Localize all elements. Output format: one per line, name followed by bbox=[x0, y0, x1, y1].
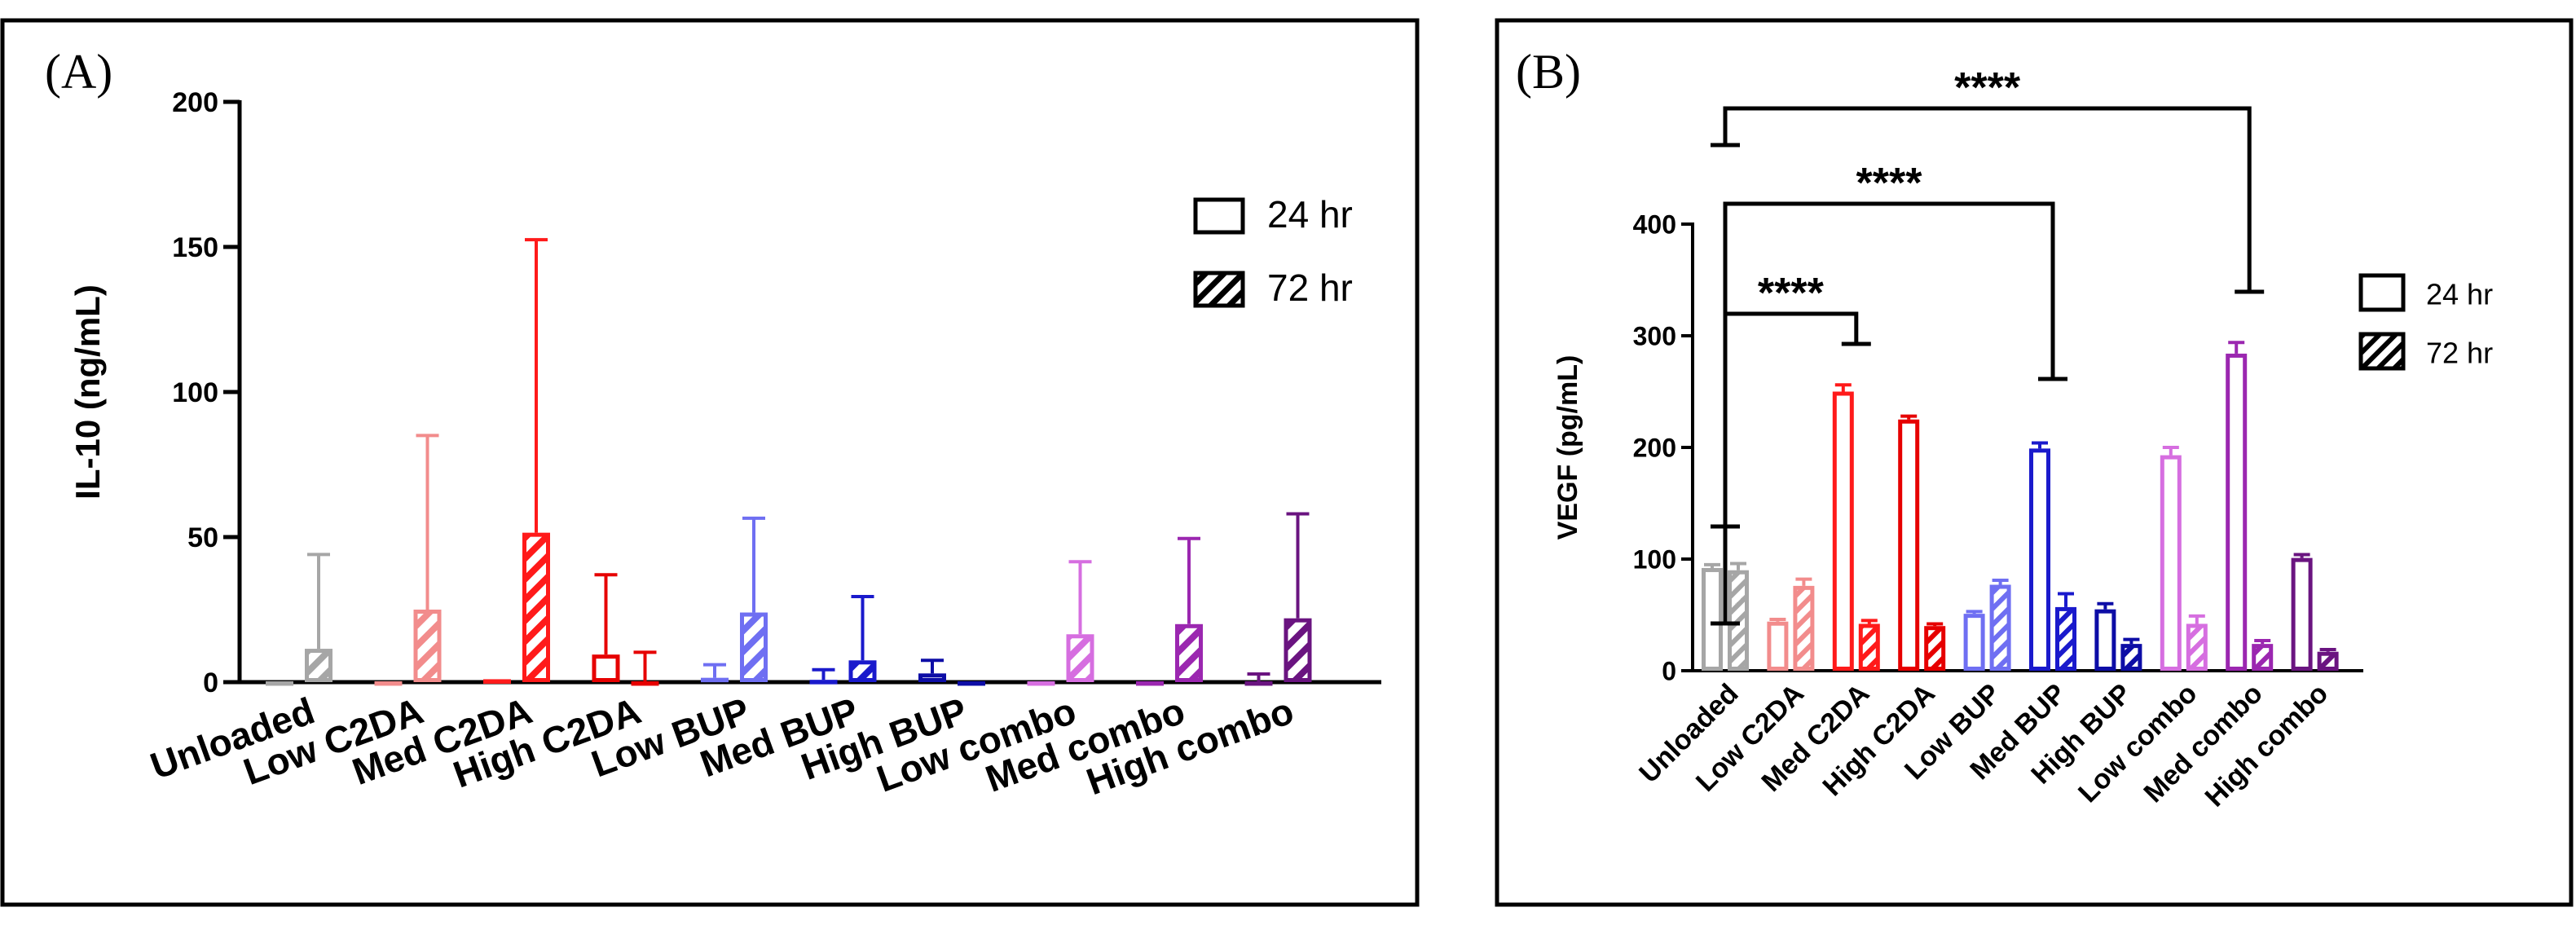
bar-24hr-med-combo bbox=[1136, 681, 1164, 686]
y-tick-label: 150 bbox=[172, 232, 218, 263]
panel-a-label: (A) bbox=[45, 45, 112, 99]
bar-72hr-med-c2da bbox=[1858, 623, 1880, 672]
bar-72hr-low-combo bbox=[2186, 623, 2208, 672]
legend-swatch-24hr bbox=[2358, 273, 2406, 312]
panel-a-frame bbox=[0, 18, 1420, 907]
bar-72hr-high-bup bbox=[2120, 644, 2142, 671]
y-tick-label: 100 bbox=[172, 377, 218, 408]
bar-72hr-med-bup bbox=[848, 660, 877, 682]
significance-label: **** bbox=[1954, 64, 2021, 112]
bar-24hr-med-bup bbox=[2029, 448, 2050, 671]
bar-72hr-high-c2da bbox=[631, 681, 659, 686]
bar-72hr-low-c2da bbox=[413, 610, 442, 682]
legend-label-24hr: 24 hr bbox=[1267, 193, 1353, 236]
significance-label: **** bbox=[1758, 270, 1825, 317]
y-tick-label: 300 bbox=[1633, 322, 1676, 351]
bar-24hr-high-combo bbox=[2291, 557, 2313, 671]
bar-24hr-low-combo bbox=[2160, 455, 2182, 672]
y-tick-label: 100 bbox=[1633, 545, 1676, 575]
bar-24hr-unloaded bbox=[266, 681, 293, 686]
y-tick-label: 50 bbox=[187, 522, 218, 553]
bar-72hr-low-bup bbox=[740, 612, 768, 682]
bar-24hr-low-bup bbox=[701, 677, 729, 683]
bar-72hr-med-combo bbox=[1175, 623, 1203, 682]
y-tick-label: 200 bbox=[172, 87, 218, 118]
bar-72hr-unloaded bbox=[1728, 570, 1749, 672]
bar-24hr-high-bup bbox=[2094, 609, 2116, 672]
bar-72hr-low-bup bbox=[1989, 584, 2011, 672]
bar-24hr-low-c2da bbox=[374, 681, 403, 686]
bar-72hr-high-combo bbox=[1284, 618, 1312, 682]
bar-72hr-high-bup bbox=[958, 681, 985, 686]
bar-24hr-low-c2da bbox=[1767, 621, 1789, 671]
bar-24hr-med-combo bbox=[2226, 353, 2248, 671]
bar-24hr-high-combo bbox=[1244, 681, 1273, 686]
legend-swatch-72hr bbox=[1193, 271, 1245, 308]
bar-72hr-high-c2da bbox=[1924, 626, 1946, 672]
legend-swatch-24hr bbox=[1193, 197, 1245, 235]
y-tick-label: 200 bbox=[1633, 434, 1676, 463]
y-tick-label: 0 bbox=[203, 667, 218, 698]
legend-label-72hr: 72 hr bbox=[2426, 337, 2493, 370]
legend-label-24hr: 24 hr bbox=[2426, 278, 2493, 311]
y-tick-label: 400 bbox=[1633, 210, 1676, 240]
bar-72hr-med-bup bbox=[2055, 606, 2076, 671]
bar-24hr-high-bup bbox=[918, 673, 946, 683]
panel-b-frame bbox=[1495, 18, 2574, 907]
y-axis-title: VEGF (pg/mL) bbox=[1552, 355, 1583, 540]
bar-72hr-med-c2da bbox=[522, 532, 550, 682]
significance-bracket bbox=[1723, 201, 2055, 623]
bar-24hr-low-combo bbox=[1027, 681, 1055, 686]
y-axis-title: IL-10 (ng/mL) bbox=[68, 284, 107, 500]
bar-24hr-unloaded bbox=[1702, 567, 1723, 672]
bar-72hr-low-c2da bbox=[1793, 585, 1815, 672]
bar-24hr-med-bup bbox=[809, 680, 838, 685]
legend-swatch-72hr bbox=[2358, 332, 2406, 371]
panel-b-label: (B) bbox=[1516, 45, 1581, 99]
bar-24hr-med-c2da bbox=[1832, 391, 1854, 671]
significance-label: **** bbox=[1856, 160, 1923, 207]
y-tick-label: 0 bbox=[1662, 657, 1676, 686]
bar-24hr-low-bup bbox=[1963, 614, 1985, 672]
significance-bracket bbox=[1723, 106, 2252, 292]
bar-72hr-low-combo bbox=[1066, 634, 1094, 683]
bar-24hr-med-c2da bbox=[483, 679, 511, 684]
bar-24hr-high-c2da bbox=[592, 654, 620, 682]
bar-72hr-med-combo bbox=[2252, 644, 2274, 671]
bar-24hr-high-c2da bbox=[1898, 419, 1920, 671]
bar-72hr-high-combo bbox=[2317, 651, 2339, 672]
bar-72hr-unloaded bbox=[305, 649, 332, 682]
legend-label-72hr: 72 hr bbox=[1267, 266, 1353, 309]
